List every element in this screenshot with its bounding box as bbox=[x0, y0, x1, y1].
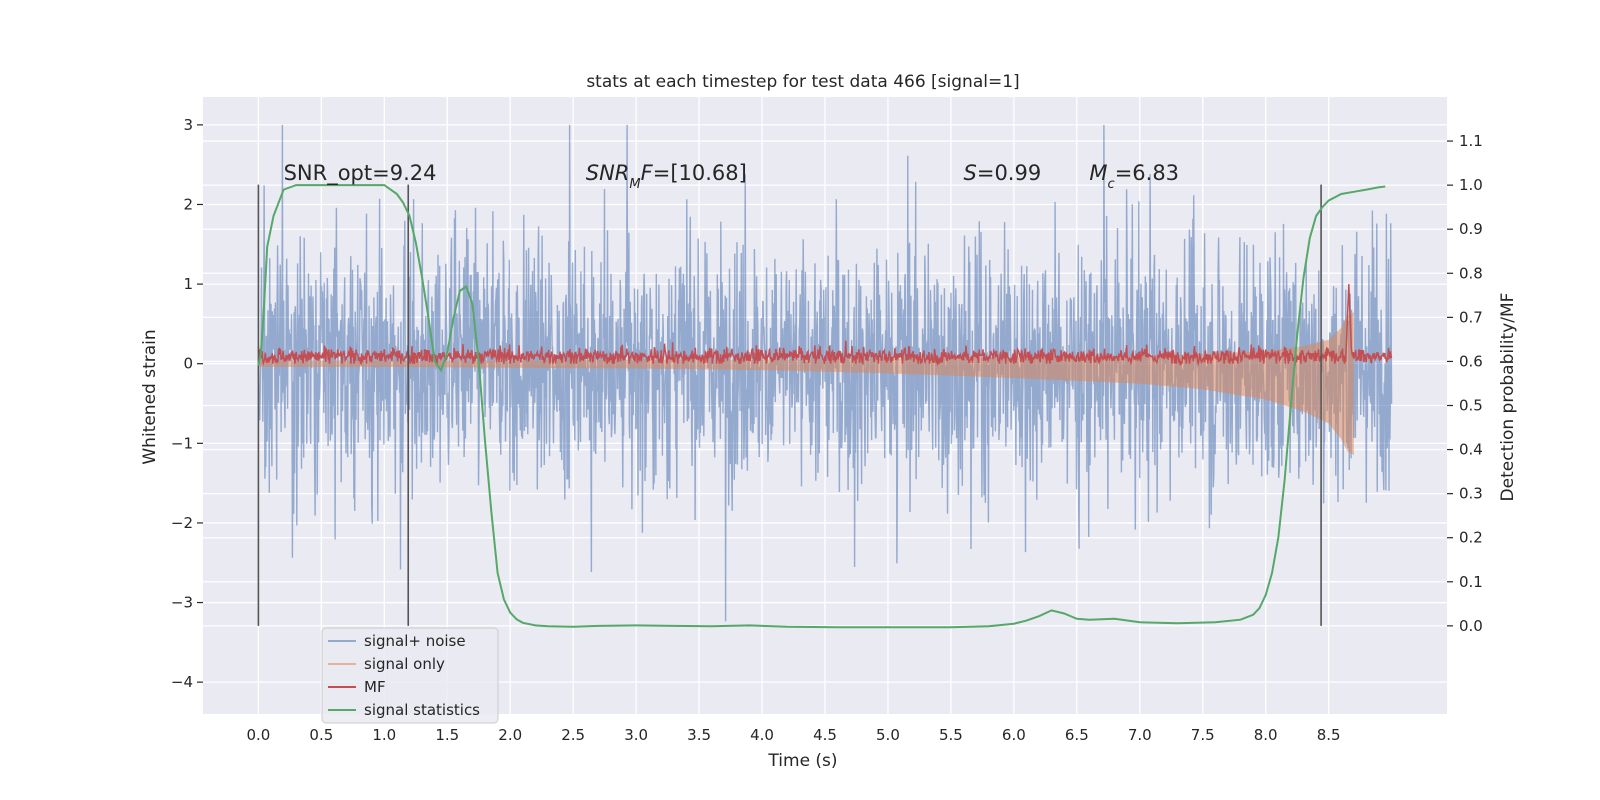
y-right-tick-label: 0.5 bbox=[1459, 397, 1483, 415]
legend: signal+ noise signal only MF signal statist… bbox=[321, 627, 499, 724]
legend-label: MF bbox=[364, 678, 386, 696]
chart-title: stats at each timestep for test data 466… bbox=[586, 72, 1019, 92]
y-left-tick-label: 0 bbox=[183, 355, 193, 373]
x-tick-label: 3.5 bbox=[687, 726, 711, 744]
legend-label: signal+ noise bbox=[364, 632, 466, 650]
x-tick-label: 6.0 bbox=[1002, 726, 1026, 744]
y-right-tick-label: 0.2 bbox=[1459, 529, 1483, 547]
legend-label: signal statistics bbox=[364, 701, 480, 719]
x-tick-label: 8.0 bbox=[1254, 726, 1278, 744]
x-tick-label: 0.5 bbox=[309, 726, 333, 744]
y-axis-left-label: Whitened strain bbox=[140, 329, 160, 464]
y-right-tick-label: 1.0 bbox=[1459, 176, 1483, 194]
y-left-tick-label: −2 bbox=[171, 514, 193, 532]
x-tick-label: 0.0 bbox=[246, 726, 270, 744]
annotation-label: Mc=6.83 bbox=[1089, 161, 1179, 192]
y-right-tick-label: 0.6 bbox=[1459, 352, 1483, 370]
y-axis-right-label: Detection probability/MF bbox=[1498, 293, 1518, 502]
annotation-label: S=0.99 bbox=[964, 161, 1042, 185]
y-left-tick-label: −4 bbox=[171, 673, 193, 691]
annotation-label: SNR_opt=9.24 bbox=[284, 161, 437, 186]
x-tick-label: 3.0 bbox=[624, 726, 648, 744]
x-tick-label: 6.5 bbox=[1065, 726, 1089, 744]
x-tick-label: 1.0 bbox=[372, 726, 396, 744]
x-tick-label: 4.0 bbox=[750, 726, 774, 744]
y-right-tick-label: 0.1 bbox=[1459, 573, 1483, 591]
x-tick-label: 2.0 bbox=[498, 726, 522, 744]
y-right-tick-label: 0.4 bbox=[1459, 441, 1483, 459]
x-tick-label: 4.5 bbox=[813, 726, 837, 744]
x-tick-label: 1.5 bbox=[435, 726, 459, 744]
y-right-tick-label: 1.1 bbox=[1459, 132, 1483, 150]
y-left-tick-label: −1 bbox=[171, 434, 193, 452]
series-signal-noise-line bbox=[257, 124, 1393, 622]
x-tick-label: 7.5 bbox=[1191, 726, 1215, 744]
y-left-tick-label: 3 bbox=[183, 116, 193, 134]
x-axis-label: Time (s) bbox=[767, 751, 837, 771]
legend-label: signal only bbox=[364, 655, 445, 673]
annotation-label: SNRMF=[10.68] bbox=[586, 161, 747, 192]
y-left-tick-label: 2 bbox=[183, 195, 193, 213]
x-tick-label: 2.5 bbox=[561, 726, 585, 744]
y-right-tick-label: 0.9 bbox=[1459, 220, 1483, 238]
y-left-tick-label: 1 bbox=[183, 275, 193, 293]
y-right-tick-label: 0.8 bbox=[1459, 264, 1483, 282]
x-tick-label: 7.0 bbox=[1128, 726, 1152, 744]
y-right-tick-label: 0.7 bbox=[1459, 308, 1483, 326]
y-left-tick-label: −3 bbox=[171, 594, 193, 612]
y-right-tick-label: 0.3 bbox=[1459, 485, 1483, 503]
x-tick-label: 8.5 bbox=[1317, 726, 1341, 744]
plot-area: 0.0 0.5 1.0 1.5 2.0 2.5 3.0 3.5 4.0 4.5 5.0 5.5 6.0 6… bbox=[171, 97, 1483, 744]
series-signal-statistics-line bbox=[257, 184, 1386, 629]
y-right-tick-label: 0.0 bbox=[1459, 617, 1483, 635]
x-tick-label: 5.5 bbox=[939, 726, 963, 744]
series-mf-line bbox=[257, 284, 1393, 367]
legend-box bbox=[321, 627, 499, 724]
x-tick-label: 5.0 bbox=[876, 726, 900, 744]
